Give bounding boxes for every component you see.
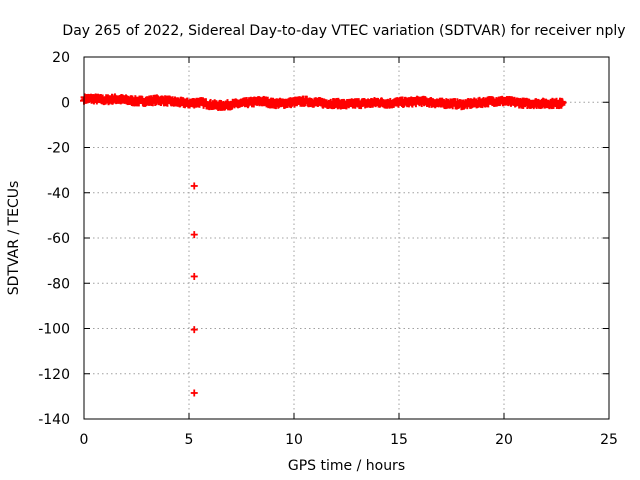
- chart-title: Day 265 of 2022, Sidereal Day-to-day VTE…: [62, 23, 625, 39]
- x-tick-label: 15: [390, 432, 408, 448]
- x-axis-label: GPS time / hours: [288, 458, 405, 474]
- y-tick-label: 20: [52, 50, 70, 66]
- y-tick-label: -40: [47, 186, 70, 202]
- x-tick-label: 5: [185, 432, 194, 448]
- plot-border: [83, 56, 610, 420]
- y-tick-label: -120: [38, 367, 70, 383]
- x-tick-label: 0: [80, 432, 89, 448]
- outlier-point: [190, 231, 198, 239]
- x-tick-label: 10: [285, 432, 303, 448]
- outlier-point: [190, 182, 198, 190]
- y-tick-label: 0: [61, 95, 70, 111]
- data-points: [80, 93, 567, 397]
- y-tick-label: -60: [47, 231, 70, 247]
- data-point: [558, 98, 567, 107]
- y-axis-label: SDTVAR / TECUs: [6, 181, 22, 296]
- y-tick-label: -20: [47, 141, 70, 157]
- outlier-point: [190, 326, 198, 334]
- y-tick-label: -80: [47, 276, 70, 292]
- tick-labels: 0 5 10 15 20 25 20 0 -20 -40 -60 -80 -100 -120 -140: [38, 50, 618, 448]
- x-tick-label: 25: [600, 432, 618, 448]
- grid-lines: [84, 57, 609, 419]
- outlier-point: [190, 389, 198, 397]
- y-tick-label: -140: [38, 412, 70, 428]
- y-tick-label: -100: [38, 322, 70, 338]
- outlier-point: [190, 272, 198, 280]
- x-tick-label: 20: [495, 432, 513, 448]
